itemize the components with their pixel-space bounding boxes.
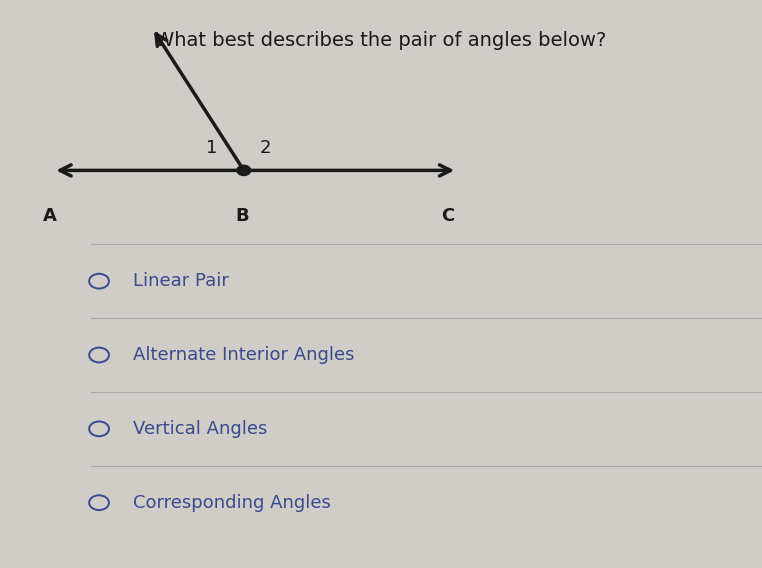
Text: Linear Pair: Linear Pair (133, 272, 229, 290)
Circle shape (237, 165, 251, 176)
Text: Vertical Angles: Vertical Angles (133, 420, 267, 438)
Text: C: C (441, 207, 455, 225)
Text: B: B (235, 207, 249, 225)
Text: Alternate Interior Angles: Alternate Interior Angles (133, 346, 355, 364)
Text: 2: 2 (259, 139, 271, 157)
Text: 1: 1 (207, 139, 217, 157)
Text: Corresponding Angles: Corresponding Angles (133, 494, 331, 512)
Text: A: A (43, 207, 56, 225)
Text: What best describes the pair of angles below?: What best describes the pair of angles b… (155, 31, 607, 50)
